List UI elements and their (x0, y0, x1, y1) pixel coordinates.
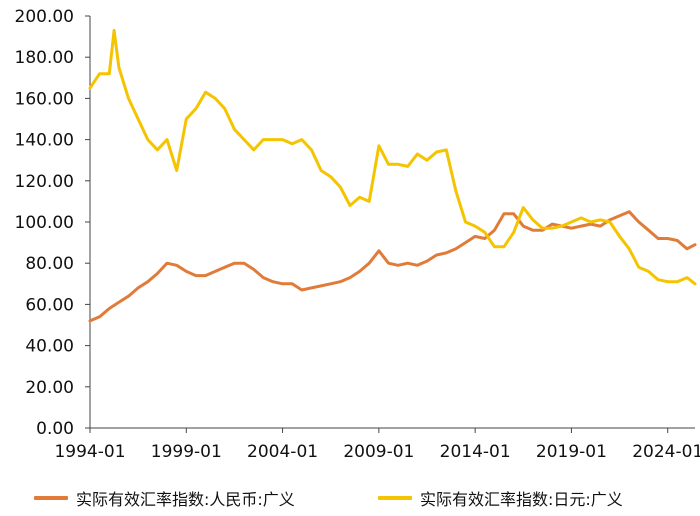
series-layer (88, 28, 697, 323)
y-tick-label: 160.00 (15, 89, 74, 109)
y-tick-label: 60.00 (25, 295, 74, 315)
y-axis: 0.00 20.00 40.00 60.00 80.00 100.00 120.00 140.… (15, 7, 91, 439)
legend-label-jpy: 实际有效汇率指数:日元:广义 (420, 490, 623, 509)
x-tick-label: 2014-01 (440, 442, 511, 462)
x-tick-label: 2004-01 (247, 442, 318, 462)
y-tick-label: 20.00 (25, 378, 74, 398)
x-tick-label: 2019-01 (536, 442, 607, 462)
x-tick-label: 2024-01 (632, 442, 700, 462)
legend-item-jpy: 实际有效汇率指数:日元:广义 (378, 484, 623, 512)
y-tick-label: 120.00 (15, 172, 74, 192)
chart-legend: 实际有效汇率指数:人民币:广义 实际有效汇率指数:日元:广义 (0, 484, 700, 512)
legend-swatch-jpy (378, 496, 412, 500)
x-tick-label: 1999-01 (151, 442, 222, 462)
legend-label-cny: 实际有效汇率指数:人民币:广义 (76, 490, 295, 509)
line-chart: 0.00 20.00 40.00 60.00 80.00 100.00 120.00 140.… (15, 7, 700, 462)
x-axis: 1994-01 1999-01 2004-01 2009-01 2014-01 2019-… (54, 427, 700, 462)
series-line-cny (88, 210, 697, 323)
y-tick-label: 100.00 (15, 213, 74, 233)
y-tick-label: 80.00 (25, 254, 74, 274)
x-tick-label: 1994-01 (54, 442, 125, 462)
y-tick-label: 40.00 (25, 337, 74, 357)
x-tick-label: 2009-01 (343, 442, 414, 462)
legend-item-cny: 实际有效汇率指数:人民币:广义 (34, 484, 295, 512)
legend-swatch-cny (34, 496, 68, 500)
y-tick-label: 200.00 (15, 7, 74, 27)
y-tick-label: 140.00 (15, 131, 74, 151)
y-tick-label: 0.00 (36, 419, 74, 439)
series-line-jpy (88, 28, 697, 286)
y-tick-label: 180.00 (15, 48, 74, 68)
